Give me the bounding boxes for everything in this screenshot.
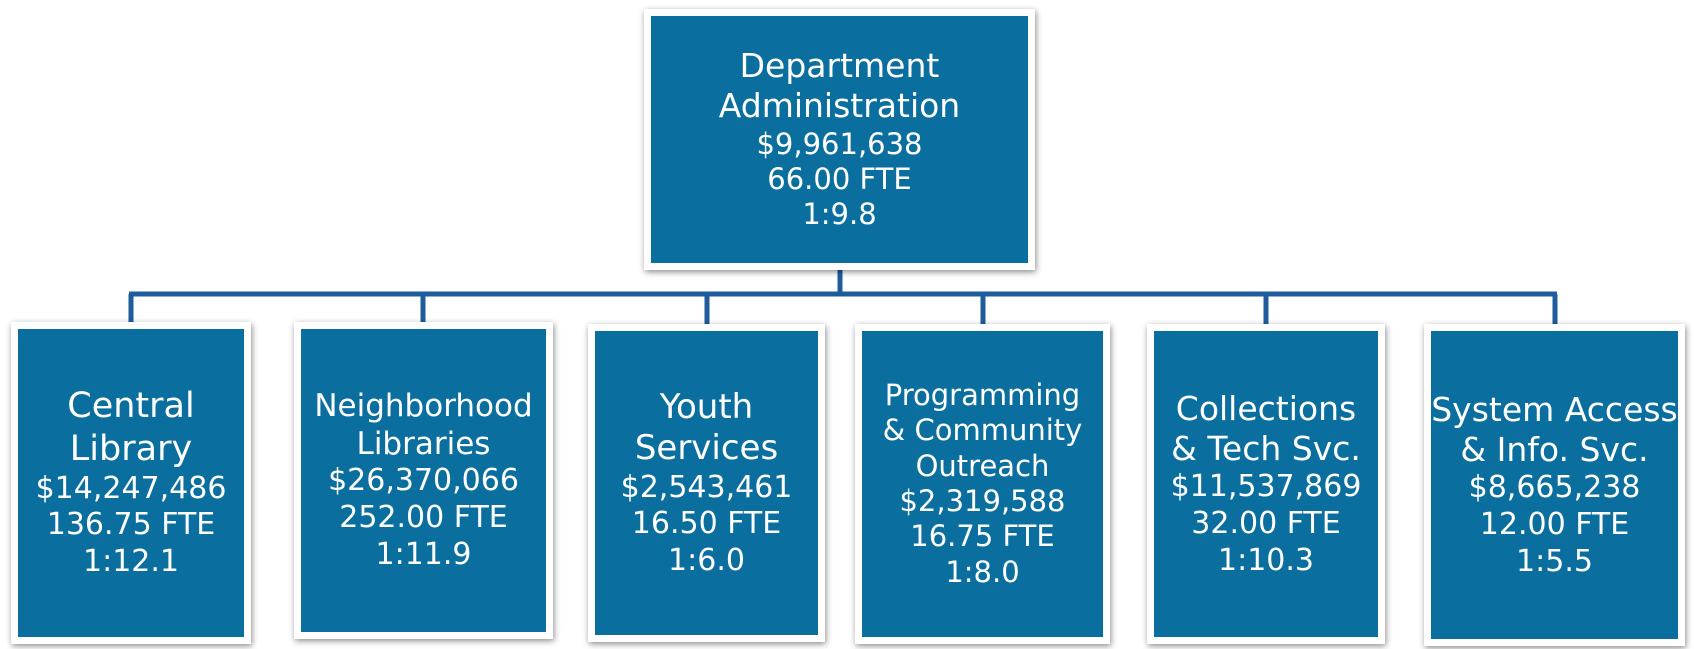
node-name: Services	[634, 428, 779, 469]
org-node: Programming & Community Outreach $2,319,588…	[855, 324, 1110, 644]
node-ratio: 1:12.1	[83, 543, 179, 579]
node-ratio: 1:11.9	[375, 536, 472, 572]
node-fte: 12.00 FTE	[1479, 506, 1630, 542]
node-fte: 66.00 FTE	[767, 162, 912, 197]
node-name: Libraries	[356, 425, 491, 462]
node-name: Outreach	[915, 448, 1050, 483]
org-node: Collections & Tech Svc. $11,537,869 32.00 F…	[1147, 324, 1385, 644]
node-name: Central	[67, 386, 195, 427]
node-name: Administration	[718, 86, 961, 126]
node-ratio: 1:9.8	[802, 197, 877, 232]
node-name: Library	[69, 429, 193, 470]
node-name: System Access	[1431, 389, 1678, 429]
node-name: Collections	[1175, 388, 1357, 428]
node-ratio: 1:8.0	[945, 554, 1020, 589]
node-name: Department	[739, 46, 940, 86]
node-name: Neighborhood	[314, 387, 533, 424]
node-fte: 16.75 FTE	[910, 519, 1055, 554]
node-budget: $8,665,238	[1468, 470, 1641, 506]
node-budget: $26,370,066	[328, 463, 519, 499]
node-fte: 136.75 FTE	[46, 507, 216, 543]
node-ratio: 1:6.0	[668, 542, 745, 578]
node-fte: 32.00 FTE	[1191, 505, 1341, 541]
node-name: Youth	[659, 386, 754, 427]
node-budget: $9,961,638	[756, 126, 923, 161]
org-node: Neighborhood Libraries $26,370,066 252.00 F…	[294, 322, 553, 639]
node-ratio: 1:10.3	[1218, 542, 1314, 578]
org-node: Youth Services $2,543,461 16.50 FTE 1:6.0	[588, 324, 825, 642]
node-fte: 16.50 FTE	[631, 506, 782, 542]
node-budget: $2,319,588	[899, 484, 1066, 518]
node-budget: $11,537,869	[1170, 469, 1362, 505]
node-fte: 252.00 FTE	[339, 500, 508, 536]
org-node: Department Administration $9,961,638 66.00 …	[644, 9, 1035, 270]
node-budget: $14,247,486	[35, 470, 227, 506]
node-name: & Tech Svc.	[1171, 429, 1361, 469]
org-node: System Access & Info. Svc. $8,665,238 12.00…	[1424, 324, 1685, 646]
node-name: & Community	[882, 413, 1083, 448]
org-node: Central Library $14,247,486 136.75 FTE 1:12.…	[11, 322, 251, 644]
node-budget: $2,543,461	[620, 469, 793, 505]
node-name: & Info. Svc.	[1460, 430, 1649, 470]
node-name: Programming	[884, 377, 1081, 412]
node-ratio: 1:5.5	[1516, 543, 1593, 579]
